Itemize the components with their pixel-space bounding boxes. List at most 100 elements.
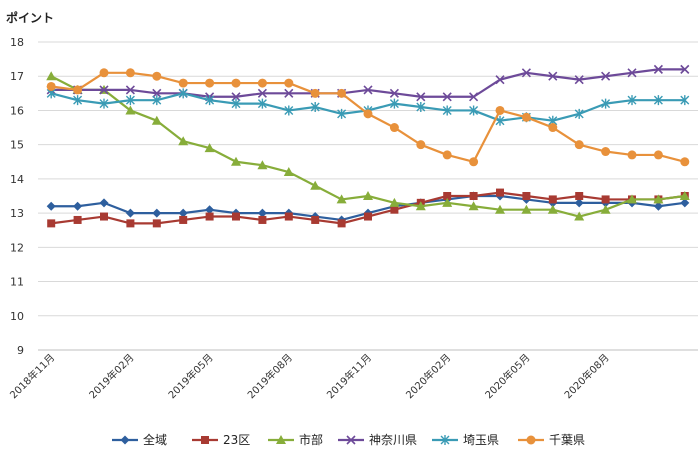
data-point	[469, 157, 479, 167]
data-point	[389, 88, 399, 98]
data-point	[653, 150, 663, 160]
data-point	[680, 157, 690, 167]
data-point	[415, 201, 426, 211]
data-point	[574, 211, 585, 221]
data-point	[337, 108, 347, 119]
data-point	[231, 156, 241, 166]
data-point	[284, 78, 294, 88]
data-point	[178, 88, 188, 99]
x-tick-label: 2020年08月	[561, 351, 611, 401]
data-point	[627, 68, 637, 78]
data-point	[283, 167, 294, 177]
data-point	[257, 98, 267, 109]
data-point	[46, 71, 57, 81]
data-point	[125, 95, 135, 106]
data-point	[151, 115, 162, 125]
data-point	[627, 150, 637, 160]
data-point	[521, 112, 531, 122]
data-point	[47, 219, 56, 228]
y-tick-label: 13	[10, 207, 24, 220]
data-point	[547, 204, 558, 214]
data-point	[495, 115, 505, 126]
legend-label: 埼玉県	[463, 433, 499, 447]
y-tick-label: 14	[10, 173, 24, 186]
y-axis-unit-label: ポイント	[6, 10, 54, 25]
data-point	[152, 219, 161, 228]
x-tick-label: 2020年02月	[403, 351, 453, 401]
legend-marker	[346, 435, 356, 445]
data-point	[257, 208, 267, 218]
data-point	[521, 68, 531, 78]
data-point	[337, 88, 347, 98]
x-axis-ticks: 2018年11月 2019年02月 2019年05月 2019年08月 2019年11月…	[7, 351, 612, 401]
x-tick-label: 2019年02月	[86, 351, 136, 401]
data-point	[389, 197, 400, 207]
data-point	[364, 212, 372, 221]
legend-label: 千葉県	[549, 433, 585, 447]
y-tick-label: 9	[17, 344, 24, 357]
data-point	[232, 212, 240, 221]
data-point	[469, 105, 479, 116]
y-tick-label: 12	[10, 241, 24, 254]
data-point	[496, 188, 504, 197]
data-point	[284, 88, 294, 98]
data-point	[468, 201, 479, 211]
data-point	[495, 105, 505, 115]
y-tick-label: 17	[10, 70, 24, 83]
legend-marker	[120, 435, 130, 445]
data-point	[522, 192, 531, 200]
data-point	[73, 95, 83, 106]
data-point	[99, 198, 109, 208]
data-point	[601, 98, 611, 109]
data-point	[680, 198, 690, 208]
legend-marker	[276, 435, 286, 444]
data-point	[257, 88, 267, 98]
series-5	[46, 88, 690, 126]
x-tick-label: 2019年11月	[324, 351, 374, 401]
data-point	[205, 78, 215, 88]
series-3	[46, 71, 690, 221]
y-tick-label: 10	[10, 310, 24, 323]
data-point	[680, 64, 690, 74]
data-point	[442, 92, 452, 102]
x-tick-label: 2018年11月	[7, 351, 57, 401]
y-tick-label: 18	[10, 36, 24, 49]
data-point	[205, 205, 215, 215]
data-point	[126, 219, 135, 228]
data-point	[73, 201, 83, 211]
y-tick-label: 11	[10, 276, 24, 289]
data-point	[311, 215, 320, 224]
series-line	[51, 68, 685, 98]
data-point	[231, 98, 241, 109]
x-tick-label: 2019年05月	[165, 351, 215, 401]
data-point	[258, 215, 267, 224]
data-point	[257, 78, 267, 88]
x-tick-label: 2020年05月	[482, 351, 532, 401]
data-point	[469, 92, 479, 102]
data-point	[443, 192, 452, 200]
data-point	[548, 123, 558, 133]
series-4	[46, 64, 690, 102]
data-point	[495, 204, 505, 214]
data-point	[152, 88, 162, 98]
data-point	[73, 215, 82, 224]
data-point	[99, 98, 109, 109]
data-point	[178, 78, 188, 88]
y-tick-label: 16	[10, 104, 24, 117]
data-point	[46, 201, 56, 211]
data-point	[152, 208, 162, 218]
legend-label: 市部	[299, 432, 323, 447]
data-point	[600, 204, 611, 214]
data-point	[442, 105, 452, 116]
data-point	[257, 160, 268, 170]
data-point	[601, 195, 610, 204]
data-point	[601, 147, 611, 157]
data-point	[73, 85, 83, 95]
data-point	[574, 198, 584, 208]
data-point	[495, 75, 505, 85]
data-point	[679, 191, 690, 200]
data-point	[574, 75, 584, 85]
y-tick-label: 15	[10, 139, 24, 152]
data-point	[284, 105, 294, 116]
